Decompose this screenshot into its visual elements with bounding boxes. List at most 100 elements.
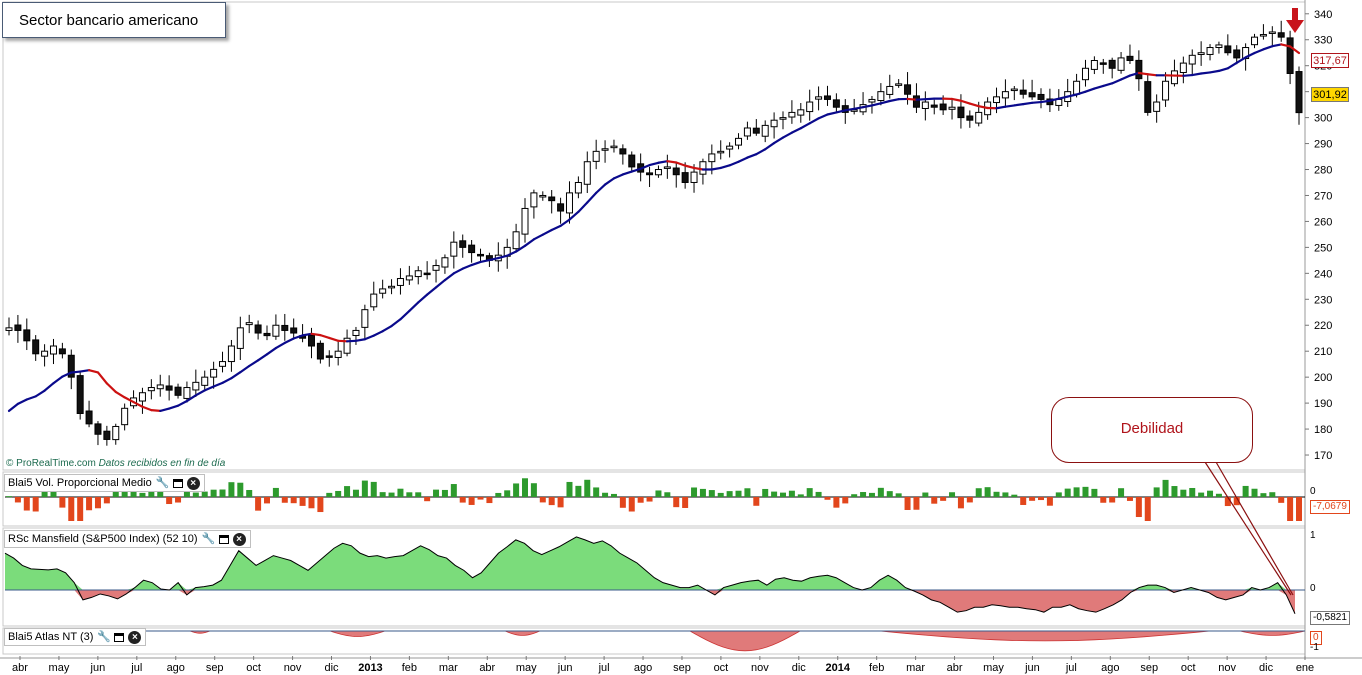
mansfield-panel-header[interactable]: RSc Mansfield (S&P500 Index) (52 10) 🔧 × [4, 530, 251, 548]
volume-bar [557, 497, 564, 508]
price-tick-label: 340 [1314, 9, 1332, 21]
wrench-icon[interactable]: 🔧 [201, 532, 216, 545]
candle-body [5, 327, 13, 331]
ma-segment [328, 336, 340, 342]
candle-body [877, 91, 885, 102]
ma-segment [159, 407, 171, 412]
candle-body [103, 430, 111, 440]
ma-segment [666, 160, 678, 164]
volume-bar [1029, 497, 1036, 501]
volume-bar [984, 487, 991, 497]
volume-bar [148, 491, 155, 497]
volume-bar [1215, 493, 1222, 497]
volume-bar [50, 491, 57, 497]
ma-segment [310, 332, 322, 337]
volume-bar [913, 497, 920, 510]
candle-body [41, 350, 49, 357]
ma-segment [132, 400, 144, 408]
x-tick-label: 2014 [825, 662, 850, 674]
volume-bar [1224, 497, 1231, 507]
volume-bar [201, 491, 208, 497]
close-icon[interactable]: × [232, 532, 246, 546]
ma-segment [70, 370, 82, 374]
candle-body [23, 329, 31, 342]
volume-bar [228, 482, 235, 497]
volume-bar [833, 497, 840, 508]
volume-panel-label: Blai5 Vol. Proporcional Medio [8, 476, 152, 489]
candle-body [58, 348, 66, 355]
candle-body [76, 375, 84, 414]
ma-segment [1226, 61, 1238, 70]
volume-panel-header[interactable]: Blai5 Vol. Proporcional Medio 🔧 × [4, 474, 205, 492]
candle-body [957, 106, 965, 119]
ma-segment [1022, 101, 1034, 106]
volume-bar [468, 497, 475, 505]
candle-body [1259, 34, 1267, 37]
window-icon[interactable] [218, 534, 229, 544]
volume-bar [424, 497, 431, 502]
atlas-panel-label: Blai5 Atlas NT (3) [8, 630, 94, 643]
volume-bar [23, 497, 30, 511]
volume-bar [157, 491, 164, 497]
ma-segment [710, 166, 722, 171]
candle-body [396, 278, 404, 286]
candle-body [752, 127, 760, 134]
volume-bar [815, 491, 822, 497]
x-tick-label: jun [557, 662, 573, 674]
candle-body [930, 104, 938, 108]
ma-segment [1146, 73, 1158, 77]
volume-bar [1207, 490, 1214, 497]
ma-segment [34, 389, 46, 398]
volume-bar [735, 490, 742, 497]
x-tick-label: ago [634, 662, 652, 674]
candle-body [548, 196, 556, 202]
ma-segment [1280, 43, 1292, 48]
ma-segment [1013, 103, 1025, 107]
ma-segment [79, 369, 91, 373]
x-tick-label: may [516, 662, 537, 674]
ma-segment [879, 99, 891, 105]
ma-segment [203, 385, 215, 392]
window-icon[interactable] [114, 632, 125, 642]
volume-bar [192, 492, 199, 497]
volume-bar [326, 492, 333, 497]
close-icon[interactable]: × [128, 630, 142, 644]
candle-body [512, 231, 520, 250]
mansfield-tick-zero: 0 [1310, 583, 1316, 594]
x-tick-label: jul [598, 662, 610, 674]
candle-body [441, 257, 449, 268]
candle-body [815, 96, 823, 100]
candle-body [1117, 57, 1125, 71]
volume-bar [993, 491, 1000, 497]
ma-segment [1253, 48, 1265, 55]
candle-body [886, 85, 894, 95]
ma-segment [541, 228, 553, 236]
ma-segment [408, 301, 420, 313]
candle-body [272, 324, 280, 337]
down-arrow-head [1286, 20, 1304, 33]
ma-segment [888, 98, 900, 103]
ma-segment [319, 334, 331, 340]
window-icon[interactable] [172, 478, 183, 488]
volume-bar [1251, 488, 1258, 497]
close-icon[interactable]: × [186, 476, 200, 490]
candle-body [219, 361, 227, 367]
wrench-icon[interactable]: 🔧 [155, 476, 170, 489]
ma-segment [257, 353, 269, 362]
candle-body [654, 169, 662, 176]
ma-segment [906, 97, 918, 101]
wrench-icon[interactable]: 🔧 [97, 630, 112, 643]
atlas-negative-area [879, 630, 1211, 642]
candle-body [895, 83, 903, 86]
ma-segment [61, 371, 73, 378]
candle-body [352, 329, 360, 336]
candle-body [1295, 71, 1303, 114]
candle-body [806, 101, 814, 113]
volume-bar [299, 497, 306, 506]
candle-body [735, 137, 743, 146]
ma-segment [25, 395, 37, 401]
atlas-panel-header[interactable]: Blai5 Atlas NT (3) 🔧 × [4, 628, 147, 646]
ma-segment [648, 161, 660, 167]
watermark-brand: © ProRealTime.com [6, 458, 96, 469]
